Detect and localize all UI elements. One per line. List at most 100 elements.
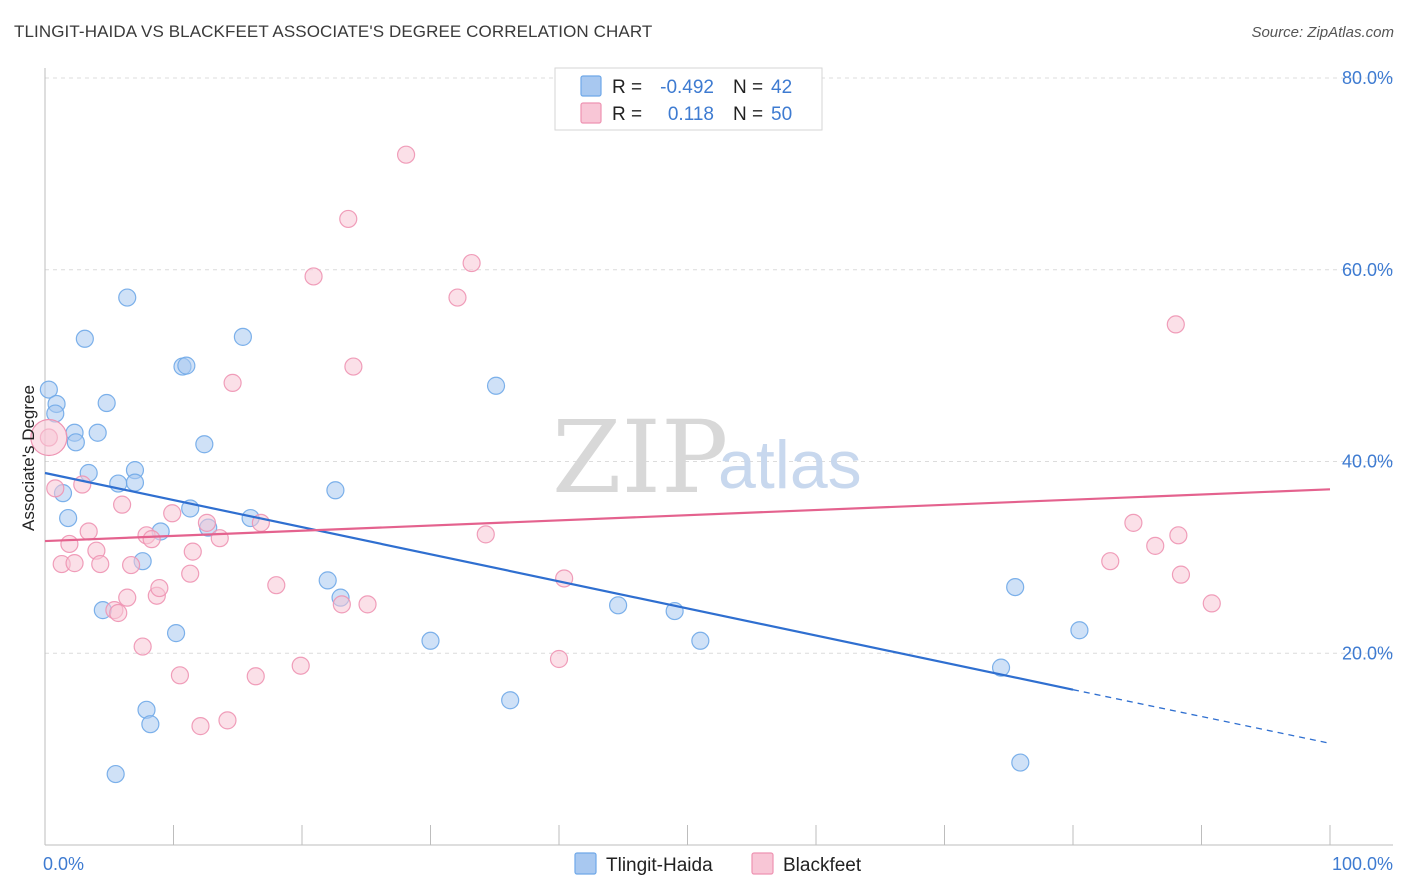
- stats-r-value-1: 0.118: [668, 104, 714, 125]
- point-tlingit-haida-10: [59, 508, 78, 528]
- point-blackfeet-26: [218, 711, 237, 730]
- point-blackfeet-21: [181, 564, 200, 583]
- point-blackfeet-20: [170, 666, 190, 685]
- point-tlingit-haida-4: [66, 433, 85, 452]
- point-blackfeet-12: [118, 588, 137, 607]
- stats-swatch-blackfeet: [580, 102, 602, 124]
- point-blackfeet-19: [163, 504, 182, 523]
- point-tlingit-haida-32: [421, 631, 440, 650]
- point-tlingit-haida-6: [75, 329, 94, 348]
- point-blackfeet-33: [332, 595, 351, 614]
- point-tlingit-haida-31: [106, 764, 125, 784]
- stats-n-value-0: 42: [771, 77, 792, 98]
- point-tlingit-haida-37: [691, 631, 710, 650]
- point-blackfeet-28: [246, 667, 265, 686]
- point-tlingit-haida-0: [39, 380, 58, 399]
- point-blackfeet-18: [150, 578, 169, 598]
- point-tlingit-haida-39: [991, 658, 1011, 677]
- stats-n-label-0: N =: [733, 77, 763, 98]
- point-blackfeet-1: [46, 479, 65, 498]
- point-blackfeet-35: [344, 357, 363, 376]
- trend-line-0-extension: [1072, 689, 1331, 745]
- point-blackfeet-25: [210, 529, 229, 548]
- point-blackfeet-47: [1171, 565, 1191, 584]
- watermark: ZIP atlas: [552, 399, 862, 516]
- point-blackfeet-23: [191, 717, 210, 736]
- point-tlingit-haida-13: [125, 473, 145, 492]
- point-blackfeet-38: [448, 288, 467, 307]
- y-tick-label-3: 80.0%: [1342, 68, 1393, 88]
- trend-line-0: [44, 471, 1074, 691]
- point-blackfeet-34: [339, 209, 358, 229]
- point-tlingit-haida-40: [1006, 577, 1025, 597]
- point-tlingit-haida-26: [318, 571, 337, 590]
- point-blackfeet-32: [304, 267, 323, 286]
- point-blackfeet-14: [133, 637, 152, 656]
- watermark-zip: ZIP: [552, 399, 728, 516]
- series-legend: Tlingit-Haida Blackfeet: [574, 852, 862, 876]
- point-blackfeet-24: [197, 513, 217, 532]
- point-blackfeet-37: [396, 145, 416, 164]
- point-blackfeet-13: [121, 555, 141, 575]
- point-blackfeet-27: [223, 373, 242, 392]
- point-blackfeet-43: [1101, 552, 1120, 571]
- y-axis-title: Associate's Degree: [19, 385, 38, 531]
- point-tlingit-haida-16: [177, 356, 196, 375]
- y-tick-label-1: 40.0%: [1342, 452, 1393, 472]
- stats-swatch-tlingit-haida: [580, 75, 602, 97]
- point-blackfeet-10: [109, 603, 128, 623]
- point-tlingit-haida-5: [88, 423, 107, 442]
- point-blackfeet-48: [1202, 594, 1221, 613]
- point-tlingit-haida-25: [166, 624, 186, 643]
- legend-swatch-tlingit-haida: [574, 852, 597, 875]
- point-tlingit-haida-17: [195, 435, 214, 454]
- stats-legend: R = -0.492 N = 42 R = 0.118 N = 50: [554, 67, 823, 131]
- point-tlingit-haida-30: [141, 715, 160, 734]
- legend-label-blackfeet: Blackfeet: [783, 855, 862, 876]
- grid-lines: [45, 77, 1393, 654]
- point-tlingit-haida-38: [1011, 753, 1030, 772]
- legend-swatch-blackfeet: [751, 852, 774, 875]
- point-blackfeet-8: [91, 554, 110, 574]
- stats-n-label-1: N =: [733, 104, 763, 125]
- chart-title: TLINGIT-HAIDA VS BLACKFEET ASSOCIATE'S D…: [14, 22, 653, 41]
- point-blackfeet-3: [60, 534, 79, 554]
- legend-label-tlingit-haida: Tlingit-Haida: [606, 855, 713, 876]
- point-tlingit-haida-41: [1070, 621, 1089, 640]
- point-tlingit-haida-7: [97, 393, 116, 413]
- axes: [44, 68, 1393, 846]
- x-tick-label-1: 100.0%: [1332, 854, 1393, 874]
- point-blackfeet-44: [1124, 513, 1143, 532]
- point-tlingit-haida-27: [326, 481, 345, 500]
- point-blackfeet-16: [142, 530, 161, 549]
- point-tlingit-haida-14: [118, 288, 137, 307]
- tick-labels: 20.0% 40.0% 60.0% 80.0% 0.0% 100.0%: [43, 68, 1393, 874]
- stats-r-value-0: -0.492: [660, 77, 714, 98]
- stats-n-value-1: 50: [771, 104, 792, 125]
- point-tlingit-haida-34: [486, 376, 506, 395]
- chart-source: Source: ZipAtlas.com: [1251, 24, 1394, 41]
- y-tick-label-0: 20.0%: [1342, 643, 1393, 663]
- point-blackfeet-6: [79, 522, 98, 541]
- stats-r-label-1: R =: [612, 104, 642, 125]
- point-blackfeet-45: [1146, 536, 1165, 555]
- point-blackfeet-39: [462, 253, 481, 273]
- x-tick-label-0: 0.0%: [43, 854, 84, 874]
- point-blackfeet-4: [65, 554, 84, 573]
- y-tick-label-2: 60.0%: [1342, 260, 1393, 280]
- point-blackfeet-36: [358, 595, 377, 614]
- watermark-atlas: atlas: [718, 427, 862, 503]
- point-blackfeet-49: [1166, 315, 1185, 334]
- point-tlingit-haida-35: [609, 596, 628, 615]
- stats-r-label-0: R =: [612, 77, 642, 98]
- point-blackfeet-22: [183, 542, 202, 561]
- point-tlingit-haida-18: [233, 327, 252, 346]
- trend-lines: [44, 471, 1331, 745]
- point-blackfeet-11: [112, 495, 132, 514]
- point-blackfeet-large: [30, 418, 68, 457]
- point-tlingit-haida-33: [501, 691, 520, 710]
- trend-line-1: [44, 488, 1331, 543]
- point-blackfeet-40: [476, 525, 495, 544]
- data-points: [30, 145, 1221, 784]
